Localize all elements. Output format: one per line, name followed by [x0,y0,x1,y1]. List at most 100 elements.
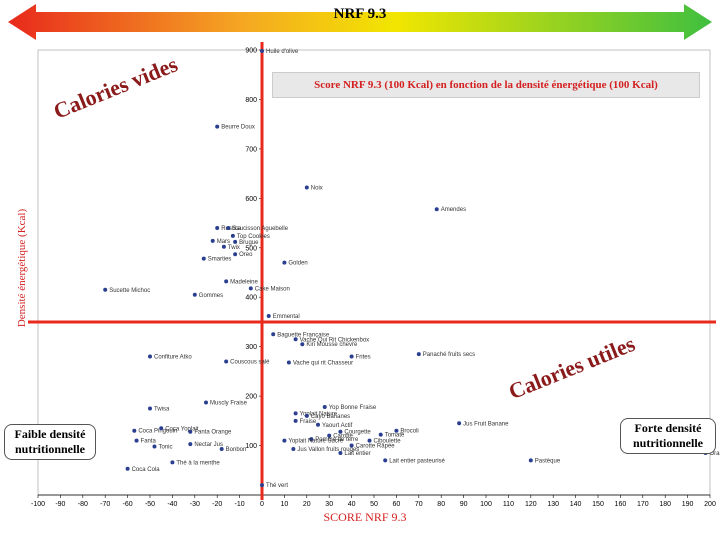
data-point [309,437,314,442]
data-point [338,450,343,455]
x-tick-label: 200 [704,501,716,508]
data-point [271,332,276,337]
chart-header-title: NRF 9.3 [333,6,387,22]
data-point [215,124,220,129]
x-tick-label: -20 [212,501,222,508]
x-tick-label: -50 [145,501,155,508]
data-point [322,404,327,409]
data-point [367,438,372,443]
x-tick-label: 80 [437,501,445,508]
y-tick-label: 700 [245,146,257,153]
y-tick-label: 500 [245,245,257,252]
data-point [291,447,296,452]
data-point [286,360,291,365]
data-point-label: Twix [228,245,240,251]
data-point [327,433,332,438]
x-tick-label: -60 [123,501,133,508]
data-point-label: Baguette Française [277,332,330,338]
data-point-label: Fanta Orange [194,430,232,436]
data-point-label: Carotte Râpée [356,444,396,450]
data-point-label: Twisa [154,406,170,412]
data-point-label: Emmental [273,314,300,320]
data-point-label: Muscly Fraise [210,401,248,407]
x-tick-label: -30 [190,501,200,508]
y-axis-label: Densité énergétique (Kcal) [16,208,28,328]
y-tick-label: 400 [245,295,257,302]
data-point-label: Top Cookies [237,234,270,240]
x-tick-label: 40 [348,501,356,508]
data-point-label: Yop Bonne Fraise [329,405,377,411]
data-point-label: Smarties [208,257,232,263]
plot-area [37,49,711,496]
x-tick-label: 100 [480,501,492,508]
data-point-label: Vache qui rit Chasseur [293,360,353,366]
data-point [457,421,462,426]
data-point [221,244,226,249]
data-point [152,444,157,449]
y-tick-label: 600 [245,196,257,203]
data-point [226,226,231,230]
data-point-label: Jus Vallon fruits rouges [297,447,359,453]
data-point [383,458,388,463]
data-point [210,238,215,243]
x-tick-label: 120 [525,501,537,508]
data-point-label: Frites [356,355,371,361]
data-point [266,314,271,319]
data-point [304,413,309,418]
data-point [338,429,343,434]
x-tick-label: 140 [570,501,582,508]
x-tick-label: 130 [547,501,559,508]
data-point [192,292,197,297]
x-tick-label: 170 [637,501,649,508]
x-axis-label: SCORE NRF 9.3 [323,510,407,524]
x-tick-label: 70 [415,501,423,508]
data-point-label: Cayo Bananes [311,414,350,420]
data-point-label: Gommes [199,293,223,299]
data-point [293,337,298,342]
data-point [300,342,305,347]
data-point-label: Rustica [221,226,242,232]
x-tick-label: -100 [31,501,45,508]
data-point [201,256,206,261]
data-point-label: Brocoli [400,429,418,435]
data-point-label: Coca Pingouin [138,429,177,435]
data-point-label: Carotte [333,434,353,440]
x-tick-label: 30 [325,501,333,508]
data-point [103,287,108,292]
data-point [219,447,224,452]
faible-densite-box: Faible densité nutritionnelle [4,424,96,460]
data-point [230,233,235,238]
y-tick-label: 100 [245,443,257,450]
data-point-label: Cake Maison [255,286,290,292]
data-point-label: Madeleine [230,279,258,285]
data-point-label: Oreo [239,252,253,258]
forte-densite-box: Forte densité nutritionnelle [620,418,716,454]
data-point [248,286,253,291]
y-tick-label: 900 [245,48,257,55]
data-point [349,354,354,359]
data-point [293,418,298,423]
x-tick-label: 180 [659,501,671,508]
x-tick-label: 50 [370,501,378,508]
data-point [282,438,287,443]
data-point [349,443,354,448]
data-point-label: Thé vert [266,483,288,489]
x-tick-label: -80 [78,501,88,508]
data-point-label: Ciboulette [374,439,402,445]
data-point [125,466,130,471]
x-tick-label: 150 [592,501,604,508]
data-point [170,460,175,465]
data-point-label: Saucisson Aguebelle [232,226,288,232]
data-point-label: Pastèque [535,458,561,464]
data-point-label: Jus Fruit Banane [463,421,509,427]
x-tick-label: -90 [55,501,65,508]
x-tick-label: 0 [260,501,264,508]
x-tick-label: 190 [682,501,694,508]
x-tick-label: -40 [167,501,177,508]
data-point [148,406,152,411]
data-point [233,252,238,257]
data-point-label: Thé à la menthe [176,460,220,466]
data-point [304,185,309,190]
data-point [378,432,383,437]
data-point-label: Kiri Mousse chevre [306,342,358,348]
